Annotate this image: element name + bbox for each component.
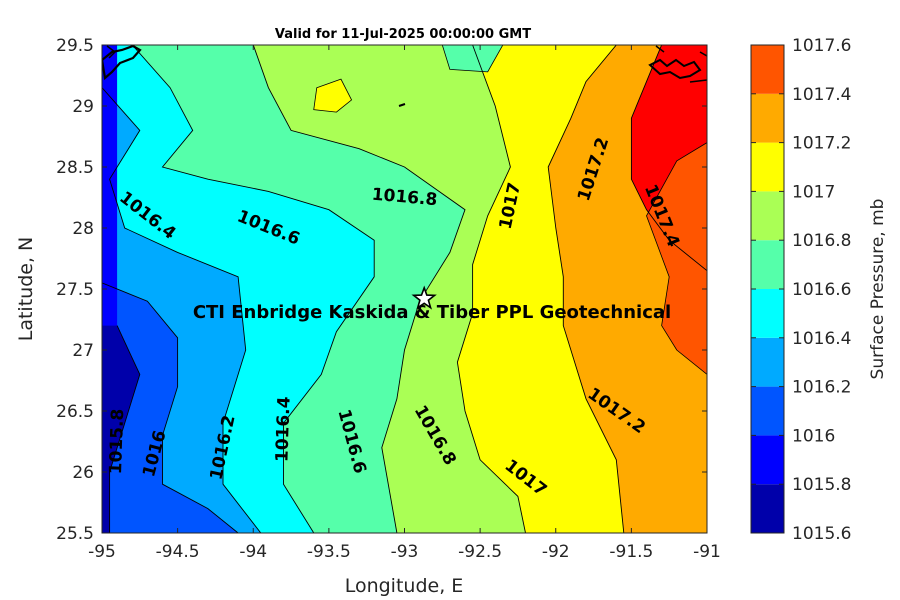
colorbar-swatch xyxy=(751,386,784,436)
x-tick-label: -94 xyxy=(239,542,267,562)
colorbar-swatch xyxy=(751,45,784,94)
y-tick-label: 26 xyxy=(72,463,94,483)
x-axis-label: Longitude, E xyxy=(345,575,464,597)
colorbar-swatch xyxy=(751,142,784,192)
colorbar-tick-label: 1016.6 xyxy=(792,280,851,300)
y-tick-label: 27.5 xyxy=(56,280,94,300)
colorbar-swatch xyxy=(751,93,784,143)
colorbar-tick-label: 1016 xyxy=(792,426,835,446)
fill-patch-1017.2 xyxy=(646,142,707,375)
x-tick-label: -93.5 xyxy=(307,542,351,562)
colorbar: 1015.6 1015.8 1016 1016.2 1016.4 1016.6 1016.8… xyxy=(750,36,851,544)
y-tick-label: 29 xyxy=(72,97,94,117)
colorbar-label: Surface Pressure, mb xyxy=(868,199,888,380)
contour-line-1016.4 xyxy=(131,45,375,533)
y-axis: 25.5 26 26.5 27 27.5 28 28.5 29 29.5 xyxy=(56,36,707,544)
colorbar-swatch xyxy=(751,191,784,241)
y-tick-label: 28.5 xyxy=(56,158,94,178)
site-label: CTI Enbridge Kaskida & Tiber PPL Geotech… xyxy=(193,302,671,323)
colorbar-tick-label: 1015.6 xyxy=(792,524,851,544)
colorbar-tick-label: 1017.4 xyxy=(792,85,851,105)
x-tick-label: -94.5 xyxy=(156,542,200,562)
colorbar-tick-label: 1015.8 xyxy=(792,475,851,495)
colorbar-tick-label: 1017 xyxy=(792,182,835,202)
y-tick-label: 25.5 xyxy=(56,524,94,544)
fill-band-1016 xyxy=(102,45,239,533)
colorbar-swatch xyxy=(751,240,784,289)
contour-line-1016 xyxy=(102,282,239,533)
coastline xyxy=(102,45,707,107)
x-tick-label: -92 xyxy=(542,542,570,562)
colorbar-swatch xyxy=(751,484,784,533)
fill-patch-1016.6 xyxy=(441,45,504,73)
colorbar-tick-label: 1016.4 xyxy=(792,329,851,349)
colorbar-swatch xyxy=(751,337,784,387)
contour-label: 1015.8 xyxy=(106,408,128,474)
contour-label: 1016.4 xyxy=(272,396,294,462)
contour-line-1016.2 xyxy=(102,87,262,533)
contour-line-1015.8 xyxy=(109,325,141,533)
colorbar-tick-label: 1016.8 xyxy=(792,231,851,251)
y-tick-label: 28 xyxy=(72,219,94,239)
chart-title: Valid for 11-Jul-2025 00:00:00 GMT xyxy=(275,27,531,42)
contour-line-1017.2 xyxy=(630,45,707,272)
contour-line-1017 xyxy=(547,45,625,533)
y-tick-label: 27 xyxy=(72,341,94,361)
y-tick-label: 26.5 xyxy=(56,402,94,422)
x-tick-label: -93 xyxy=(391,542,419,562)
contour-line-1016.8 xyxy=(456,45,526,533)
y-tick-label: 29.5 xyxy=(56,36,94,56)
contour-fills xyxy=(102,45,707,533)
x-tick-label: -95 xyxy=(88,542,116,562)
y-axis-label: Latitude, N xyxy=(15,237,37,342)
star-icon xyxy=(411,285,437,310)
site-marker: CTI Enbridge Kaskida & Tiber PPL Geotech… xyxy=(193,285,671,323)
x-axis: -95 -94.5 -94 -93.5 -93 -92.5 -92 -91.5 -91 xyxy=(88,45,721,562)
contour-lines xyxy=(102,45,707,533)
colorbar-tick-label: 1017.2 xyxy=(792,134,851,154)
fill-band-1015.6 xyxy=(102,325,140,533)
colorbar-swatch xyxy=(751,435,784,485)
fill-patch-1017 xyxy=(313,78,353,113)
x-tick-label: -92.5 xyxy=(458,542,502,562)
contour-line-1016.6 xyxy=(252,45,466,533)
colorbar-tick-label: 1017.6 xyxy=(792,36,851,56)
colorbar-swatch xyxy=(751,289,784,338)
x-tick-label: -91.5 xyxy=(609,542,653,562)
x-tick-label: -91 xyxy=(693,542,721,562)
colorbar-tick-label: 1016.2 xyxy=(792,378,851,398)
